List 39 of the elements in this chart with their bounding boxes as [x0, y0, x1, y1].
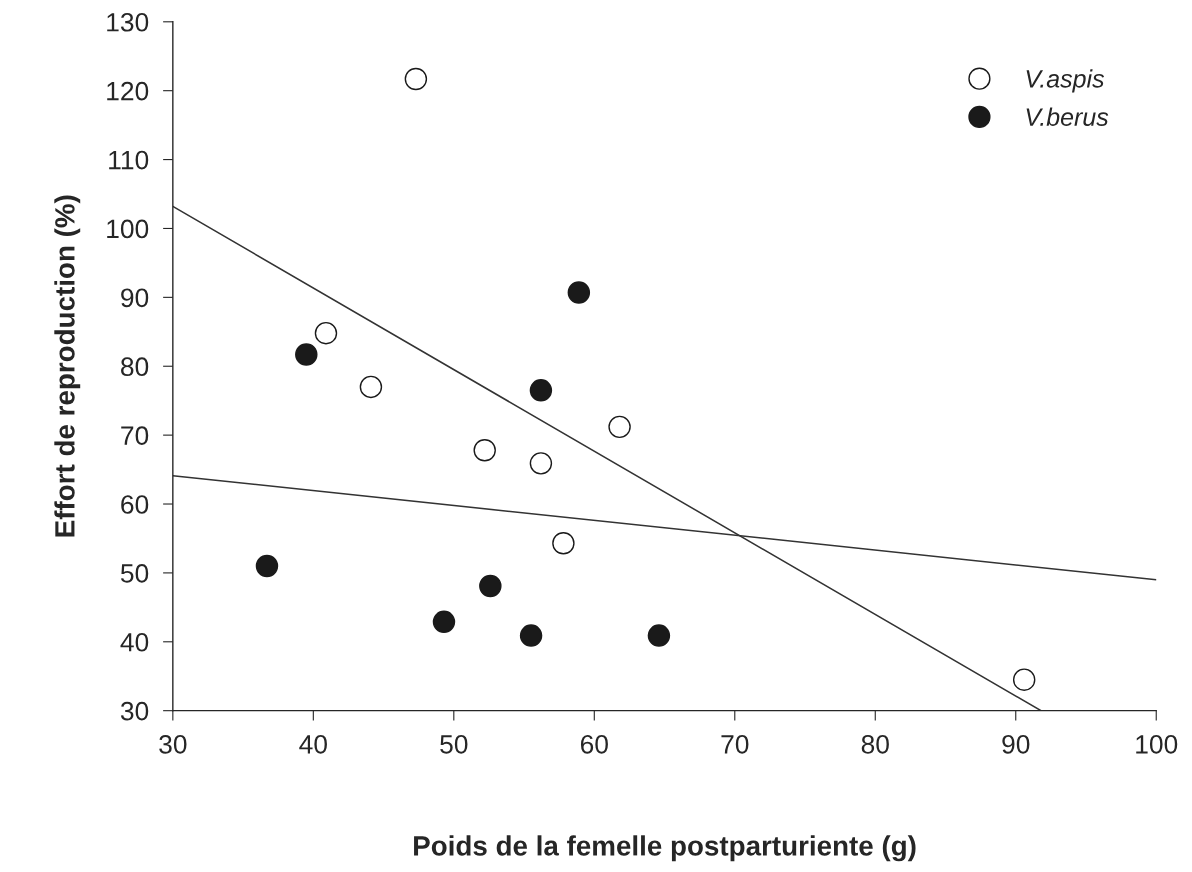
y-tick-label: 40	[120, 632, 149, 652]
point	[295, 343, 318, 366]
y-tick-label: 120	[107, 81, 149, 101]
point	[404, 67, 428, 91]
point	[647, 624, 671, 647]
x-axis-title: Poids de la femelle postparturiente (g)	[414, 835, 916, 862]
point	[359, 375, 383, 399]
legend-label: V.aspis	[1026, 69, 1105, 93]
point	[314, 321, 338, 345]
legend-label: V.berus	[1026, 107, 1109, 126]
x-tick-label: 90	[1002, 734, 1030, 754]
y-tick-label: 80	[121, 357, 149, 377]
x-tick-label: 70	[721, 734, 749, 754]
point	[529, 379, 553, 402]
y-tick-label: 50	[120, 564, 149, 583]
point	[255, 554, 279, 578]
point	[479, 574, 502, 598]
x-tick-label: 100	[1136, 734, 1178, 754]
y-tick-label: 30	[120, 701, 149, 721]
x-tick-label: 40	[299, 734, 327, 754]
y-tick-label: 110	[109, 150, 149, 170]
y-tick-label: 90	[121, 288, 149, 308]
point	[473, 439, 496, 462]
point	[432, 610, 456, 634]
x-tick-label: 30	[159, 734, 187, 754]
x-tick-label: 50	[440, 734, 468, 754]
y-tick-label: 100	[107, 219, 149, 239]
x-tick-label: 80	[861, 734, 889, 754]
point	[1012, 668, 1036, 691]
y-axis-title: Effort de reproduction (%)	[54, 195, 81, 537]
point	[529, 452, 553, 475]
y-tick-label: 130	[107, 12, 149, 32]
x-tick-label: 60	[580, 734, 608, 754]
point	[567, 281, 591, 304]
y-tick-label: 60	[121, 495, 149, 514]
point	[519, 624, 543, 647]
point	[608, 415, 631, 439]
point	[552, 532, 575, 555]
y-tick-label: 70	[121, 426, 149, 445]
